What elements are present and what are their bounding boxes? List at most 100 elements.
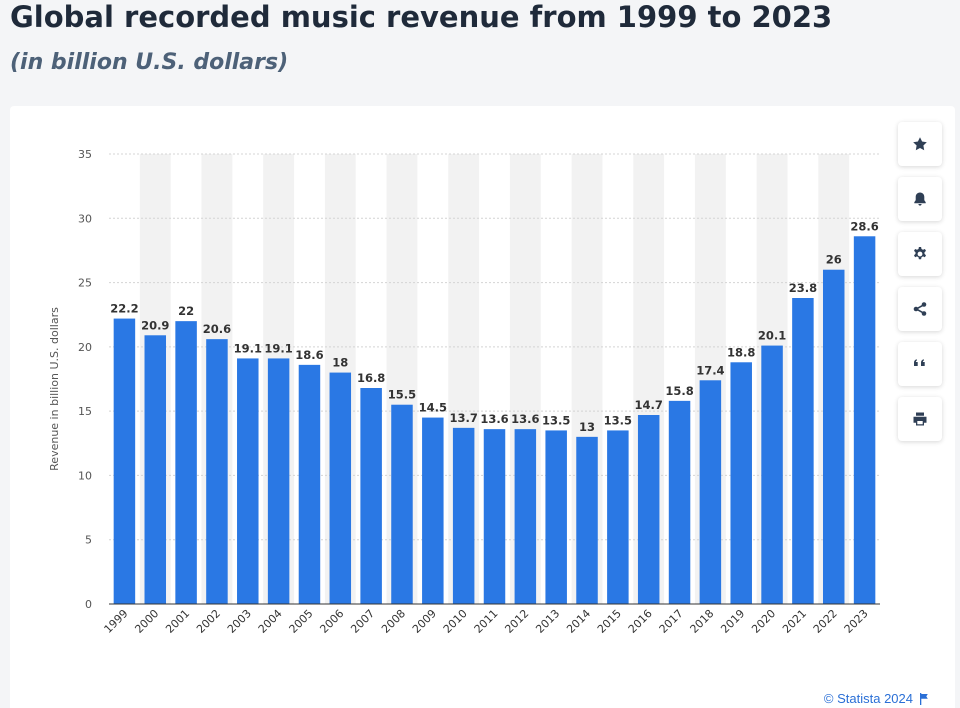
x-tick-2002: 2002 [194, 607, 223, 636]
x-axis-ticks: 1999 2000 2001 2002 2003 2004 2005 2006 2007 2008… [102, 607, 871, 636]
bar-2012 [514, 429, 537, 604]
bar-2001 [175, 321, 197, 604]
x-tick-2012: 2012 [502, 607, 531, 636]
data-label-2007: 16.8 [357, 371, 385, 385]
bar-2002 [206, 339, 228, 604]
bar-2016 [637, 415, 660, 604]
share-button[interactable] [898, 287, 942, 331]
x-tick-1999: 1999 [102, 607, 131, 636]
x-tick-2020: 2020 [749, 607, 778, 636]
y-axis-ticks: 0 5 10 15 20 25 30 35 [78, 148, 92, 611]
x-tick-2015: 2015 [595, 607, 624, 636]
data-label-2006: 18 [332, 356, 348, 370]
data-label-2001: 22 [178, 304, 194, 318]
favorite-button[interactable] [898, 122, 942, 166]
data-label-1999: 22.2 [110, 302, 138, 316]
notification-button[interactable] [898, 177, 942, 221]
quote-icon [914, 359, 925, 366]
bar-2000 [144, 335, 167, 604]
bars [113, 236, 876, 605]
bar-2014 [576, 436, 598, 604]
data-label-2004: 19.1 [264, 341, 292, 355]
x-tick-2011: 2011 [472, 607, 501, 636]
y-tick-25: 25 [78, 277, 92, 290]
bar-2009 [422, 417, 444, 604]
share-icon [913, 302, 927, 316]
x-tick-2009: 2009 [410, 607, 439, 636]
data-label-2000: 20.9 [141, 318, 169, 332]
data-label-2017: 15.8 [665, 384, 693, 398]
bar-2005 [298, 364, 321, 604]
x-tick-2007: 2007 [348, 607, 377, 636]
x-tick-2022: 2022 [811, 607, 840, 636]
x-tick-2023: 2023 [842, 607, 871, 636]
bar-2021 [792, 298, 814, 604]
y-tick-5: 5 [85, 534, 92, 547]
bar-2003 [237, 358, 259, 604]
x-tick-2003: 2003 [225, 607, 254, 636]
bar-2010 [452, 427, 475, 604]
bar-2023 [853, 236, 876, 605]
print-button[interactable] [898, 397, 942, 441]
bar-2004 [267, 358, 290, 604]
bar-2006 [329, 372, 352, 604]
y-tick-10: 10 [78, 469, 92, 482]
data-label-2010: 13.7 [449, 411, 477, 425]
chart-title: Global recorded music revenue from 1999 … [10, 0, 833, 34]
bar-2011 [483, 429, 506, 604]
data-label-2008: 15.5 [388, 388, 416, 402]
data-label-2020: 20.1 [758, 329, 786, 343]
bar-1999 [113, 318, 136, 604]
print-icon [913, 412, 927, 426]
data-label-2009: 14.5 [419, 401, 447, 415]
settings-button[interactable] [898, 232, 942, 276]
bell-icon [914, 192, 926, 206]
x-tick-2006: 2006 [317, 607, 346, 636]
x-tick-2001: 2001 [163, 607, 192, 636]
data-label-2014: 13 [579, 420, 595, 434]
data-label-2021: 23.8 [789, 281, 817, 295]
data-label-2023: 28.6 [850, 219, 878, 233]
x-tick-2010: 2010 [441, 607, 470, 636]
data-label-2018: 17.4 [696, 363, 724, 377]
data-label-2002: 20.6 [203, 322, 231, 336]
bar-2015 [607, 430, 629, 604]
bar-2020 [761, 345, 783, 604]
data-label-2012: 13.6 [511, 412, 539, 426]
x-tick-2016: 2016 [626, 607, 655, 636]
y-tick-20: 20 [78, 341, 92, 354]
y-tick-30: 30 [78, 212, 92, 225]
flag-icon[interactable] [919, 692, 929, 705]
x-tick-2004: 2004 [256, 607, 285, 636]
x-tick-2000: 2000 [132, 607, 161, 636]
y-tick-35: 35 [78, 148, 92, 161]
x-tick-2017: 2017 [657, 607, 686, 636]
data-label-2016: 14.7 [635, 398, 663, 412]
data-label-2011: 13.6 [480, 412, 508, 426]
x-tick-2005: 2005 [287, 607, 316, 636]
data-label-2003: 19.1 [234, 341, 262, 355]
data-label-2022: 26 [826, 253, 842, 267]
data-label-2005: 18.6 [295, 348, 323, 362]
bar-2013 [545, 430, 567, 604]
x-tick-2008: 2008 [379, 607, 408, 636]
chart-card: 0 5 10 15 20 25 30 35 22.2 20.9 22 20.6 19.1 19.1 18.… [10, 106, 955, 708]
bar-2017 [668, 400, 691, 604]
x-tick-2014: 2014 [564, 607, 593, 636]
x-tick-2019: 2019 [718, 607, 747, 636]
x-tick-2013: 2013 [533, 607, 562, 636]
data-label-2019: 18.8 [727, 345, 755, 359]
chart-toolbar [898, 122, 942, 441]
bar-2018 [699, 380, 722, 604]
y-tick-15: 15 [78, 405, 92, 418]
chart-subtitle: (in billion U.S. dollars) [10, 50, 289, 75]
y-axis-label: Revenue in billion U.S. dollars [48, 307, 61, 471]
statista-credit[interactable]: © Statista 2024 [824, 691, 929, 706]
bar-2019 [730, 362, 752, 604]
cite-button[interactable] [898, 342, 942, 386]
data-label-2013: 13.5 [542, 413, 570, 427]
x-tick-2018: 2018 [688, 607, 717, 636]
credit-text[interactable]: © Statista 2024 [823, 691, 913, 706]
